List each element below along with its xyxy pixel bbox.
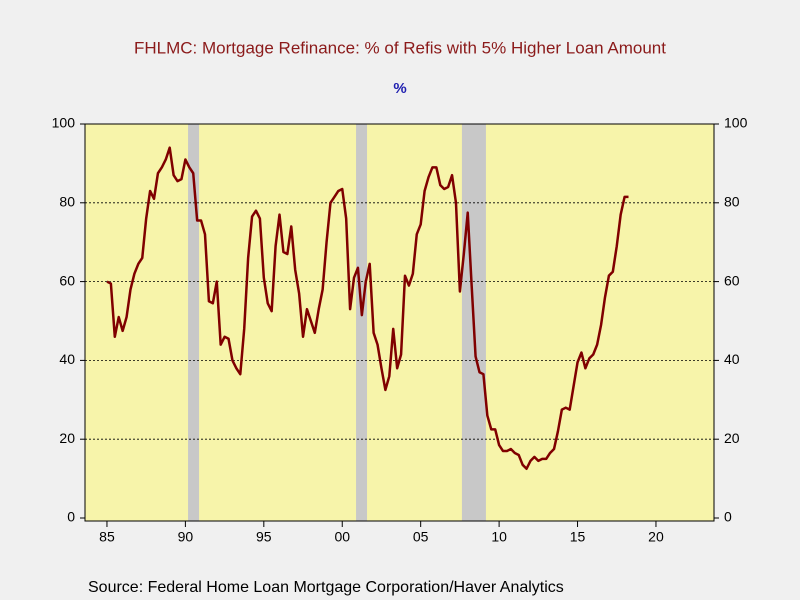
plot-area <box>85 124 714 521</box>
y-tick-label: 80 <box>59 194 75 210</box>
plot-frame <box>84 123 715 522</box>
x-tick-label: 85 <box>99 529 115 545</box>
x-tick-label: 95 <box>256 529 272 545</box>
chart-title: FHLMC: Mortgage Refinance: % of Refis wi… <box>134 38 666 57</box>
chart-subtitle: % <box>393 80 406 97</box>
y-tick-label: 40 <box>59 351 75 367</box>
y-tick-label: 0 <box>67 509 75 525</box>
source-note: Source: Federal Home Loan Mortgage Corpo… <box>88 579 564 596</box>
y2-tick-label: 100 <box>724 115 748 131</box>
x-tick-label: 00 <box>334 529 350 545</box>
x-tick-label: 90 <box>178 529 194 545</box>
y2-tick-label: 80 <box>724 194 740 210</box>
y-tick-label: 60 <box>59 272 75 288</box>
y-tick-label: 100 <box>52 115 76 131</box>
recession-band <box>188 124 200 521</box>
x-tick-label: 05 <box>413 529 429 545</box>
recession-band <box>356 124 368 521</box>
y-tick-label: 20 <box>59 430 75 446</box>
y2-tick-label: 40 <box>724 351 740 367</box>
x-tick-label: 10 <box>491 529 507 545</box>
y2-tick-label: 60 <box>724 272 740 288</box>
y2-tick-label: 20 <box>724 430 740 446</box>
series-line <box>106 146 629 470</box>
x-tick-label: 20 <box>648 529 664 545</box>
x-tick-label: 15 <box>570 529 586 545</box>
y2-tick-label: 0 <box>724 509 732 525</box>
